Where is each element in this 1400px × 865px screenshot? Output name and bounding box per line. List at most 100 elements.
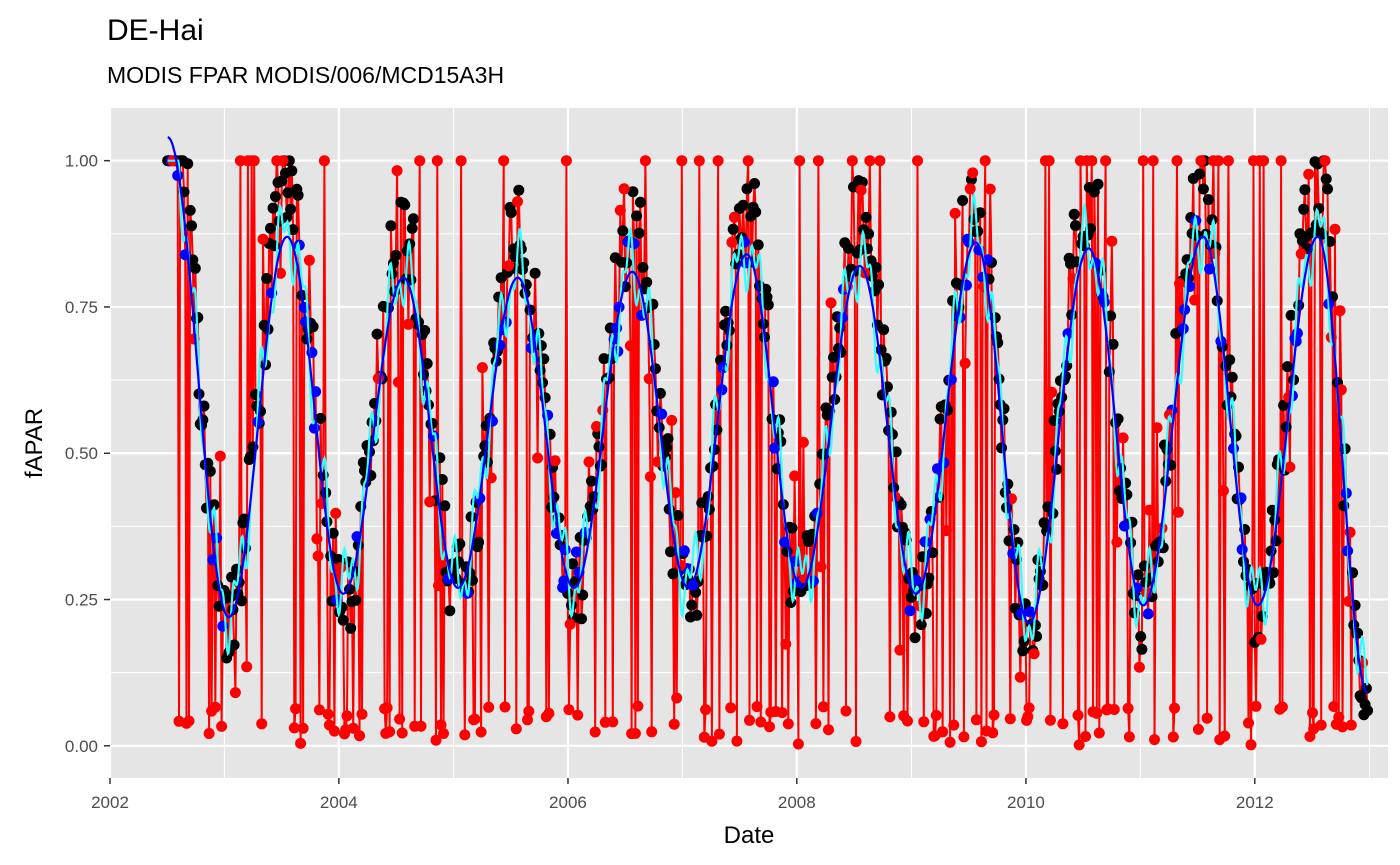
flagged-point [979,155,991,167]
flagged-point [1028,648,1040,660]
flagged-point [744,714,755,726]
flagged-point [1195,155,1207,167]
x-tick-label: 2006 [549,793,587,812]
flagged-point [1337,721,1348,733]
flagged-point [1072,709,1084,721]
raw-point [292,189,304,201]
raw-point [662,433,674,445]
flagged-point [810,718,822,730]
raw-point [1136,643,1148,655]
flagged-point [1014,671,1026,683]
flagged-point [614,204,626,216]
flagged-point [512,196,523,208]
flagged-point [618,183,630,195]
flagged-point [564,618,576,630]
x-axis-title: Date [724,822,775,849]
flagged-point [203,728,215,739]
raw-point [752,239,764,251]
flagged-point [330,507,342,519]
raw-point [617,225,629,237]
flagged-point [229,687,241,699]
flagged-point [629,728,641,739]
raw-point [633,227,645,239]
flagged-point [257,233,269,245]
flagged-point [498,155,510,167]
flagged-point [1147,155,1159,167]
flagged-point [666,414,678,426]
raw-point [261,273,273,284]
flagged-point [1217,485,1229,497]
flagged-point [1108,704,1120,715]
raw-point [576,613,587,625]
raw-point [1293,299,1305,311]
filled-point [1142,608,1154,620]
raw-point [727,223,739,235]
flagged-point [1222,155,1234,167]
raw-point [1132,569,1144,581]
raw-point [786,522,798,534]
flagged-point [341,710,353,722]
flagged-point [812,155,824,167]
flagged-point [1172,506,1184,518]
raw-point [371,328,383,340]
flagged-point [563,704,575,716]
flagged-point [643,373,655,385]
flagged-point [958,731,970,743]
flagged-point [1219,730,1231,742]
flagged-point [959,357,971,369]
flagged-point [1276,701,1288,713]
flagged-point [987,727,999,739]
flagged-points-layer [167,155,1369,751]
flagged-point [1117,432,1129,444]
raw-point [1320,173,1332,185]
raw-point [873,279,885,291]
raw-point [637,262,649,273]
flagged-point [1122,702,1134,714]
raw-point [843,242,854,254]
raw-point [286,165,298,177]
flagged-point [817,701,829,713]
flagged-point [499,701,511,713]
flagged-point [424,496,436,508]
flagged-point [912,155,923,167]
raw-point [649,363,661,375]
raw-point [267,202,279,214]
flagged-point [823,724,834,736]
flagged-point [295,737,307,749]
flagged-point [794,155,806,167]
flagged-point [693,155,705,167]
flagged-point [402,318,414,330]
raw-point [1012,537,1024,548]
flagged-point [396,727,408,739]
raw-point [406,222,418,234]
flagged-point [1151,422,1163,434]
raw-point [1017,645,1029,657]
flagged-point [751,701,763,713]
flagged-point [639,155,651,167]
flagged-point [668,718,680,730]
flagged-point [1307,707,1318,719]
filled-point [982,254,994,266]
flagged-point [850,736,862,747]
raw-point [1197,183,1209,195]
raw-point [627,186,639,198]
raw-point [890,446,902,458]
flagged-point [825,297,837,309]
x-tick-label: 2004 [320,793,358,812]
flagged-point [328,725,340,737]
flagged-point [884,711,896,723]
flagged-point [503,260,515,272]
x-tick-label: 2012 [1236,793,1274,812]
x-tick-label: 2010 [1007,793,1045,812]
flagged-point [731,735,743,747]
raw-point [327,527,339,539]
flagged-point [782,718,794,730]
flagged-point [632,700,644,712]
flagged-point [1315,719,1327,731]
raw-point [749,178,760,189]
filled-point [904,605,916,617]
raw-point [236,595,248,607]
flagged-point [644,471,656,483]
flagged-point [646,726,658,738]
raw-point [444,605,456,617]
